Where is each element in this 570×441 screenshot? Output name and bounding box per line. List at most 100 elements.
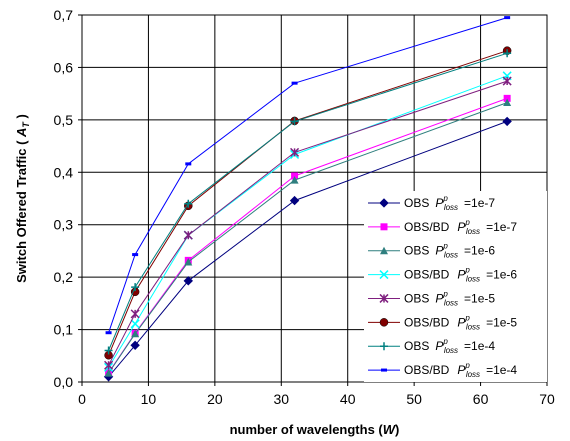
x-tick-label: 70 — [539, 391, 555, 407]
data-point — [502, 116, 512, 127]
x-axis-ticks: 0 10 20 30 40 50 60 70 — [78, 382, 555, 407]
data-point — [185, 162, 192, 166]
data-point — [379, 270, 389, 280]
data-point — [290, 176, 299, 184]
series-8 — [105, 16, 511, 335]
data-point — [290, 117, 299, 126]
data-point — [184, 199, 193, 208]
legend-label: OBS/BD Pp loss =1e-7 — [404, 218, 517, 236]
data-point — [183, 276, 193, 286]
legend-p-sub: loss — [444, 346, 458, 355]
y-tick-label: 0,5 — [54, 112, 74, 128]
legend-label: OBS Pp loss =1e-4 — [404, 337, 495, 355]
data-point — [104, 369, 113, 377]
legend-entry: OBS Pp loss =1e-4 — [368, 337, 495, 355]
legend-label: OBS Pp loss =1e-6 — [404, 242, 495, 260]
legend-entry: OBS Pp loss =1e-7 — [368, 194, 495, 212]
y-axis-ticks: 0,0 0,1 0,2 0,3 0,4 0,5 0,6 0,7 — [54, 7, 82, 390]
data-point — [503, 94, 511, 102]
legend-box — [364, 191, 547, 382]
data-point — [104, 346, 113, 355]
legend-p-symbol: P — [457, 315, 465, 329]
legend-p-symbol: P — [435, 291, 443, 305]
data-point — [503, 49, 512, 58]
legend-entry: OBS/BD Pp loss =1e-7 — [368, 218, 517, 236]
legend-p-value: =1e-6 — [464, 244, 495, 258]
legend-p-sub: loss — [466, 227, 480, 236]
data-point — [291, 81, 298, 85]
data-point — [289, 195, 300, 206]
legend-p-sup: p — [442, 242, 448, 251]
legend-p-sup: p — [464, 361, 470, 370]
x-tick-label: 20 — [207, 391, 223, 407]
data-point — [183, 230, 193, 240]
legend-series-name: OBS/BD — [404, 268, 450, 282]
legend-series-name: OBS — [404, 339, 429, 353]
data-point — [380, 342, 388, 351]
legend-entry: OBS Pp loss =1e-6 — [368, 242, 495, 260]
legend-p-sup: p — [464, 313, 470, 322]
x-axis-symbol: W — [383, 422, 397, 437]
legend-entry: OBS/BD Pp loss =1e-5 — [368, 313, 517, 331]
legend-p-sub: loss — [444, 203, 458, 212]
legend-p-sub: loss — [444, 298, 458, 307]
data-point — [379, 198, 389, 208]
legend-p-value: =1e-7 — [486, 220, 517, 234]
data-point — [504, 16, 511, 20]
data-point — [291, 172, 299, 180]
y-tick-label: 0,7 — [54, 7, 74, 23]
x-axis-title: number of wavelengths (W) — [230, 422, 400, 437]
x-axis-label: number of wavelengths — [230, 422, 375, 437]
legend-p-symbol: P — [435, 196, 443, 210]
x-tick-label: 50 — [406, 391, 422, 407]
legend-series-name: OBS/BD — [404, 315, 450, 329]
series-5 — [104, 76, 512, 370]
legend-entry: OBS Pp loss =1e-5 — [368, 289, 495, 307]
x-tick-label: 0 — [78, 391, 86, 407]
data-point — [130, 319, 140, 329]
y-axis-symbol-sub: T — [21, 121, 31, 128]
x-tick-label: 60 — [473, 391, 489, 407]
legend-p-sub: loss — [444, 251, 458, 260]
legend-entry: OBS/BD Pp loss =1e-4 — [368, 361, 517, 379]
legend-p-sup: p — [442, 194, 448, 203]
legend-p-value: =1e-5 — [464, 291, 495, 305]
data-point — [502, 76, 512, 86]
data-point — [380, 223, 388, 231]
data-point — [503, 98, 512, 107]
y-tick-label: 0,4 — [54, 164, 74, 180]
legend-p-symbol: P — [435, 244, 443, 258]
data-point — [104, 360, 114, 370]
y-axis-symbol: A — [14, 128, 29, 138]
legend-p-sup: p — [464, 218, 470, 227]
data-point — [105, 331, 112, 335]
legend-p-sub: loss — [466, 322, 480, 331]
legend-entry: OBS/BD Pp loss =1e-6 — [368, 266, 517, 284]
legend-p-value: =1e-6 — [486, 268, 517, 282]
data-point — [131, 283, 140, 292]
legend-p-sup: p — [442, 337, 448, 346]
data-point — [130, 340, 140, 351]
series-group — [103, 16, 512, 382]
data-point — [131, 329, 140, 338]
legend-p-value: =1e-7 — [464, 196, 495, 210]
legend-p-sup: p — [464, 266, 470, 275]
legend-series-name: OBS — [404, 291, 429, 305]
series-1 — [103, 116, 512, 382]
data-point — [132, 253, 139, 257]
x-tick-label: 30 — [273, 391, 289, 407]
y-tick-label: 0,0 — [54, 374, 74, 390]
legend-p-value: =1e-4 — [486, 363, 517, 377]
legend-p-symbol: P — [435, 339, 443, 353]
legend-series-name: OBS — [404, 196, 429, 210]
legend-p-value: =1e-4 — [464, 339, 495, 353]
legend-p-symbol: P — [457, 220, 465, 234]
legend-p-value: =1e-5 — [486, 315, 517, 329]
legend-p-sub: loss — [466, 370, 480, 379]
x-tick-label: 10 — [141, 391, 157, 407]
legend-series-name: OBS/BD — [404, 220, 450, 234]
legend-series-name: OBS/BD — [404, 363, 450, 377]
series-3 — [104, 98, 512, 377]
